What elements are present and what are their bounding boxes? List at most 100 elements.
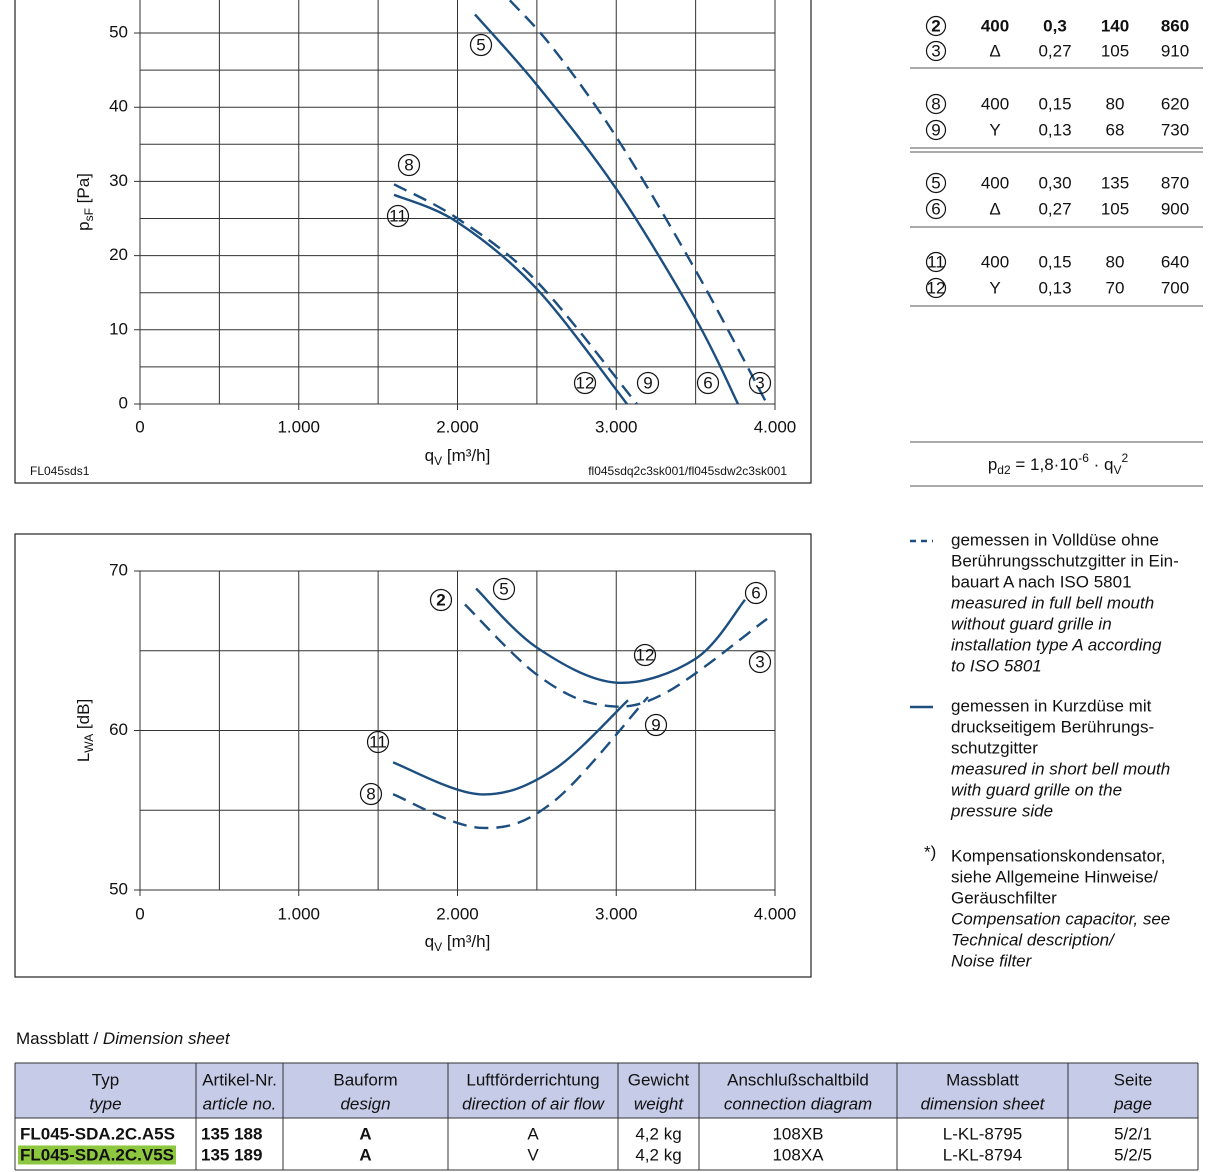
table-cell: 135	[1101, 173, 1129, 192]
point-label: 12	[576, 373, 595, 392]
table-cell: 80	[1106, 252, 1125, 271]
point-marker	[925, 172, 947, 194]
table-cell: 140	[1101, 16, 1129, 35]
axis-subscript: WA	[82, 734, 96, 753]
curve	[475, 587, 746, 685]
curve	[474, 13, 740, 405]
curve	[393, 183, 638, 405]
point-marker	[492, 577, 516, 601]
point-number: 9	[931, 120, 940, 139]
column-header: weight	[634, 1094, 684, 1113]
table-cell: 700	[1161, 278, 1189, 297]
point-marker	[925, 119, 947, 141]
curve	[392, 696, 649, 830]
formula: pd2 = 1,8·10-6 · qV2	[988, 451, 1129, 477]
point-number: 2	[931, 16, 940, 35]
column-header: Typ	[92, 1070, 119, 1089]
legend-text: schutzgitter	[951, 738, 1038, 757]
table-cell: 400	[981, 16, 1009, 35]
axis-symbol: q	[425, 446, 434, 465]
point-marker	[469, 33, 493, 57]
axis-subscript: sF	[82, 208, 96, 221]
curve	[393, 193, 628, 405]
legend-text: Technical description/	[951, 930, 1116, 949]
x-tick-label: 0	[135, 904, 144, 923]
table-cell: 0,13	[1038, 120, 1071, 139]
x-tick-label: 1.000	[277, 904, 320, 923]
table-cell: L-KL-8794	[943, 1145, 1022, 1164]
table-cell: V	[527, 1145, 539, 1164]
table-cell: 105	[1101, 41, 1129, 60]
table-cell: 730	[1161, 120, 1189, 139]
table-cell: FL045-SDA.2C.A5S	[20, 1124, 175, 1143]
y-tick-label: 60	[109, 720, 128, 739]
legend-text: druckseitigem Berührungs-	[951, 717, 1154, 736]
table-cell: Δ	[989, 41, 1000, 60]
legend-text: bauart A nach ISO 5801	[951, 572, 1132, 591]
table-cell: 70	[1106, 278, 1125, 297]
point-marker	[386, 204, 410, 228]
point-marker	[633, 643, 657, 667]
legend-text: measured in full bell mouth	[951, 593, 1154, 612]
table-cell: 5/2/1	[1114, 1124, 1152, 1143]
legend-text: Noise filter	[951, 951, 1033, 970]
table-cell: 0,30	[1038, 173, 1071, 192]
legend-marker: *)	[924, 842, 936, 861]
x-axis-title: qV [m³/h]	[425, 446, 491, 468]
column-header: Massblatt	[946, 1070, 1019, 1089]
formula-part: d2	[997, 463, 1011, 477]
y-tick-label: 10	[109, 319, 128, 338]
section-heading: Massblatt / Dimension sheet	[16, 1029, 231, 1048]
table-cell: 80	[1106, 94, 1125, 113]
column-header: type	[89, 1094, 121, 1113]
point-marker	[925, 251, 947, 273]
y-tick-label: 30	[109, 171, 128, 190]
table-cell: A	[359, 1145, 371, 1164]
table-cell: 108XB	[772, 1124, 823, 1143]
table-cell: 910	[1161, 41, 1189, 60]
table-cell: 0,13	[1038, 278, 1071, 297]
point-number: 3	[931, 41, 940, 60]
table-cell: 860	[1161, 16, 1189, 35]
point-marker	[748, 371, 772, 395]
row-highlight	[18, 1145, 176, 1165]
point-label: 11	[389, 206, 407, 225]
axis-subscript: V	[434, 940, 442, 954]
axis-symbol: L	[74, 753, 93, 762]
point-marker	[366, 730, 390, 754]
x-tick-label: 4.000	[754, 904, 797, 923]
point-label: 8	[366, 784, 375, 803]
heading-de: Massblatt /	[16, 1029, 103, 1048]
point-label: 9	[651, 715, 660, 734]
point-number: 5	[931, 173, 940, 192]
table-cell: Y	[989, 120, 1000, 139]
table-cell: 0,15	[1038, 252, 1071, 271]
point-label: 9	[643, 373, 652, 392]
table-cell: 400	[981, 252, 1009, 271]
axis-unit: [m³/h]	[442, 446, 490, 465]
chart-note: fl045sdq2c3sk001/fl045sdw2c3sk001	[588, 464, 787, 478]
table-cell: 105	[1101, 199, 1129, 218]
column-header: Luftförderrichtung	[466, 1070, 599, 1089]
x-tick-label: 3.000	[595, 417, 638, 436]
column-header: article no.	[203, 1094, 277, 1113]
y-tick-label: 20	[109, 245, 128, 264]
chart-frame	[14, 0, 812, 484]
legend-text: without guard grille in	[951, 614, 1112, 633]
table-cell: 4,2 kg	[635, 1124, 681, 1143]
heading-en: Dimension sheet	[103, 1029, 231, 1048]
x-tick-label: 4.000	[754, 417, 797, 436]
legend-text: Kompensationskondensator,	[951, 846, 1166, 865]
legend-text: with guard grille on the	[951, 780, 1122, 799]
table-cell: 4,2 kg	[635, 1145, 681, 1164]
table-cell: Δ	[989, 199, 1000, 218]
axis-symbol: p	[74, 221, 93, 230]
x-tick-label: 1.000	[277, 417, 320, 436]
table-cell: 0,27	[1038, 41, 1071, 60]
point-marker	[696, 371, 720, 395]
y-tick-label: 50	[109, 22, 128, 41]
y-tick-label: 50	[109, 879, 128, 898]
column-header: connection diagram	[724, 1094, 872, 1113]
table-cell: 108XA	[772, 1145, 824, 1164]
